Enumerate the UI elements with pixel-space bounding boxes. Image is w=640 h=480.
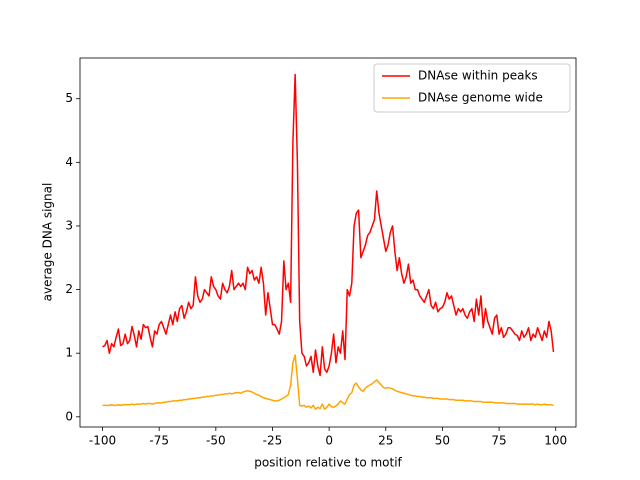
x-tick-label: -25 <box>263 434 283 448</box>
x-tick-label: -100 <box>89 434 116 448</box>
legend-label: DNAse genome wide <box>418 91 543 105</box>
y-tick-label: 1 <box>65 346 73 360</box>
x-tick-label: 100 <box>544 434 567 448</box>
y-tick-label: 5 <box>65 91 73 105</box>
legend-label: DNAse within peaks <box>418 69 538 83</box>
x-tick-label: -50 <box>206 434 226 448</box>
y-tick-label: 4 <box>65 155 73 169</box>
x-tick-label: -75 <box>149 434 169 448</box>
data-line <box>102 73 555 377</box>
data-line <box>102 354 554 410</box>
x-tick-label: 25 <box>378 434 393 448</box>
y-tick-label: 3 <box>65 218 73 232</box>
x-tick-label: 0 <box>325 434 333 448</box>
x-axis-label: position relative to motif <box>254 456 402 470</box>
x-tick-label: 50 <box>435 434 450 448</box>
y-tick-label: 2 <box>65 282 73 296</box>
x-tick-label: 75 <box>491 434 506 448</box>
legend-box <box>373 63 571 113</box>
y-axis-label: average DNA signal <box>41 183 55 302</box>
plot-frame <box>79 57 577 428</box>
y-tick-label: 0 <box>65 409 73 423</box>
